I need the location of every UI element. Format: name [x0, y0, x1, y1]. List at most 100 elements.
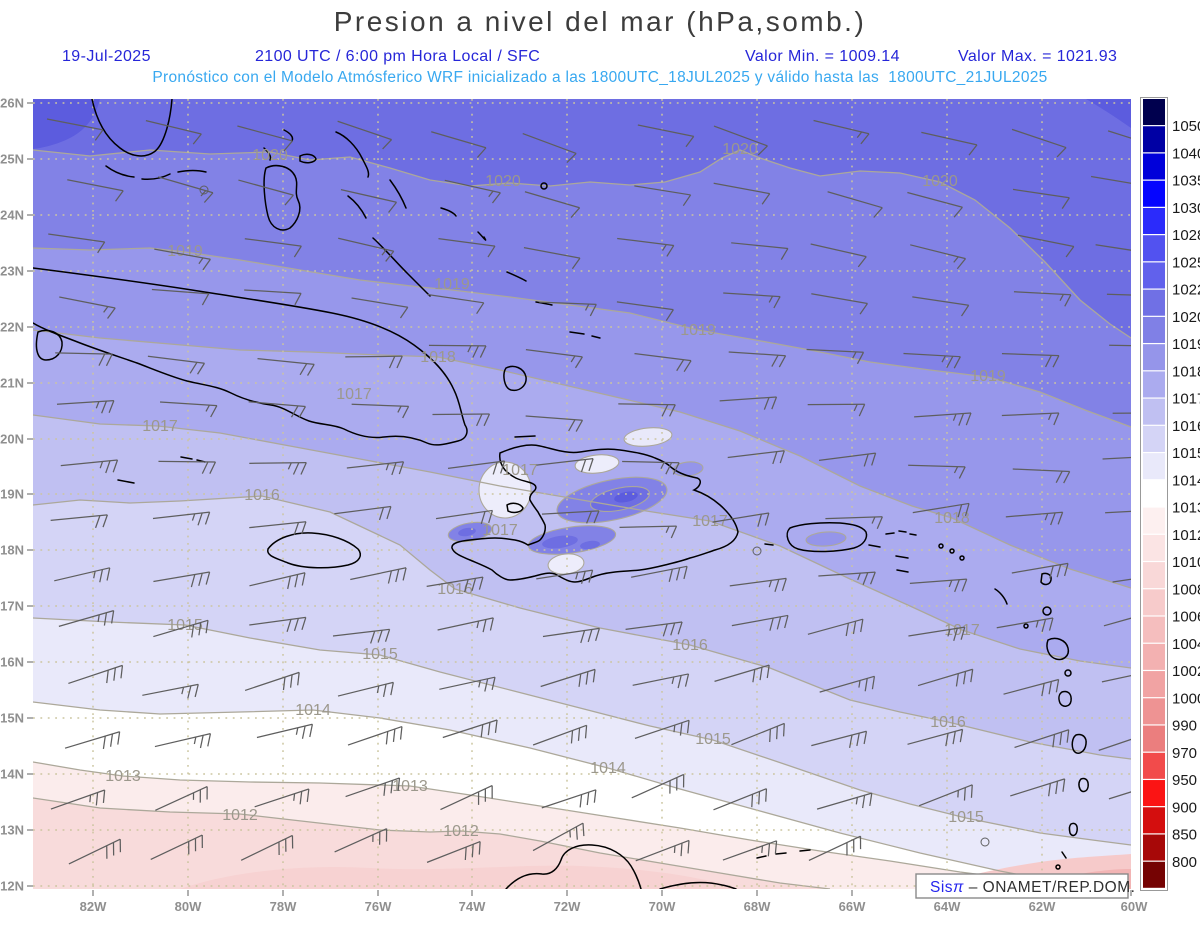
contour-label-1018: 1018 [934, 510, 970, 527]
wind-barbs [46, 118, 1131, 865]
value-max: Valor Max. = 1021.93 [958, 48, 1118, 65]
colorbar-swatch [1143, 534, 1165, 561]
forecast-time: 2100 UTC / 6:00 pm Hora Local / SFC [255, 48, 541, 65]
colorbar-swatch [1143, 453, 1165, 480]
isoline-1015 [33, 617, 1131, 846]
lon-label: 64W [934, 899, 961, 914]
high-pressure-corner [1086, 99, 1131, 128]
lon-label: 68W [744, 899, 771, 914]
graticule [33, 99, 1131, 889]
contour-label-1016: 1016 [437, 581, 473, 598]
contour-label-1017: 1017 [142, 418, 178, 435]
colorbar-tick-label: 1010 [1172, 554, 1200, 571]
contour-label-1017: 1017 [336, 386, 372, 403]
contour-label-1014: 1014 [590, 760, 626, 777]
colorbar-tick-label: 1035 [1172, 173, 1200, 190]
pressure-pocket [614, 491, 638, 503]
contour-label-1016: 1016 [672, 637, 708, 654]
colorbar-swatch [1143, 207, 1165, 235]
colorbar-swatch [1143, 589, 1165, 616]
pressure-pocket [805, 531, 847, 547]
contour-label-1014: 1014 [295, 702, 331, 719]
colorbar-tick-label: 1013 [1172, 500, 1200, 517]
colorbar-swatch [1143, 289, 1165, 316]
page-title: Presion a nivel del mar (hPa,somb.) [333, 6, 867, 37]
contour-label-1019: 1019 [970, 368, 1006, 385]
colorbar-tick-label: 1016 [1172, 418, 1200, 435]
colorbar-swatch [1143, 861, 1165, 888]
contour-label-1017: 1017 [692, 513, 728, 530]
colorbar-swatch [1143, 262, 1165, 289]
colorbar-swatch [1143, 153, 1165, 180]
colorbar-tick-label: 1025 [1172, 254, 1200, 271]
colorbar-swatch [1143, 316, 1165, 343]
colorbar-swatch [1143, 671, 1165, 698]
colorbar-swatch [1143, 643, 1165, 670]
axes: 26N 25N 24N 23N 22N 21N 20N 19N 18N 17N 16N 15N 14N 1… [0, 96, 1148, 915]
colorbar-swatch [1143, 752, 1165, 779]
isoline-1017 [33, 414, 1131, 669]
colorbar-tick-label: 1019 [1172, 336, 1200, 353]
lon-label: 60W [1121, 899, 1148, 914]
lat-label: 24N [0, 208, 24, 223]
colorbar-tick-label: 800 [1172, 854, 1197, 871]
isoline-1014 [33, 701, 1101, 889]
colorbar-tick-label: 900 [1172, 799, 1197, 816]
colorbar-tick-label: 1006 [1172, 609, 1200, 626]
colorbar-swatch [1143, 398, 1165, 425]
lat-label: 19N [0, 487, 24, 502]
colorbar-tick-label: 1018 [1172, 363, 1200, 380]
value-min: Valor Min. = 1009.14 [745, 48, 900, 65]
contour-label-1015: 1015 [948, 809, 984, 826]
forecast-date: 19-Jul-2025 [62, 48, 151, 65]
lat-label: 18N [0, 543, 24, 558]
pressure-band-above-1019 [33, 99, 1131, 427]
contour-label-1015: 1015 [695, 731, 731, 748]
contour-label-1020: 1020 [485, 173, 521, 190]
colorbar-swatch [1143, 507, 1165, 534]
lat-label: 21N [0, 376, 24, 391]
isoline-1012 [33, 797, 831, 889]
lat-label: 14N [0, 767, 24, 782]
contour-label-1020: 1020 [722, 141, 758, 158]
pressure-pocket [542, 535, 578, 549]
contour-label-1015: 1015 [362, 646, 398, 663]
contour-label-1016: 1016 [244, 487, 280, 504]
lon-label: 78W [270, 899, 297, 914]
colorbar-swatch [1143, 344, 1165, 371]
pressure-pocket [623, 427, 673, 447]
contour-label-1019: 1019 [434, 276, 470, 293]
colorbar-swatch [1143, 235, 1165, 262]
isoline-1019 [33, 247, 1131, 428]
coastlines [33, 99, 1089, 889]
colorbar-tick-label: 1002 [1172, 663, 1200, 680]
colorbar-swatch [1143, 780, 1165, 807]
colorbar-tick-label: 1015 [1172, 445, 1200, 462]
contour-label-1012: 1012 [443, 823, 479, 840]
colorbar-tick-label: 1040 [1172, 145, 1200, 162]
colorbar-swatch [1143, 807, 1165, 834]
colorbar-swatch [1143, 562, 1165, 589]
colorbar-swatch [1143, 834, 1165, 861]
contour-label-1017: 1017 [482, 522, 518, 539]
contour-label-1013: 1013 [392, 778, 428, 795]
colorbar-tick-label: 1017 [1172, 391, 1200, 408]
model-init-line: Pronóstico con el Modelo Atmósferico WRF… [152, 69, 1048, 86]
low-pressure-patch [180, 865, 740, 889]
lon-label: 74W [459, 899, 486, 914]
contour-label-1017: 1017 [944, 622, 980, 639]
lon-label: 70W [649, 899, 676, 914]
lat-label: 22N [0, 320, 24, 335]
lat-label: 25N [0, 152, 24, 167]
map-field: 1020102010201020101910191019101910181018… [33, 99, 1131, 889]
colorbar-swatch [1143, 725, 1165, 752]
calm-wind-circle [199, 185, 209, 195]
lon-label: 72W [554, 899, 581, 914]
contour-label-1016: 1016 [930, 714, 966, 731]
calm-wind-circle [752, 546, 762, 556]
lon-label: 76W [365, 899, 392, 914]
colorbar-swatch [1143, 425, 1165, 452]
colorbar-tick-label: 1000 [1172, 690, 1200, 707]
contour-label-1013: 1013 [105, 768, 141, 785]
